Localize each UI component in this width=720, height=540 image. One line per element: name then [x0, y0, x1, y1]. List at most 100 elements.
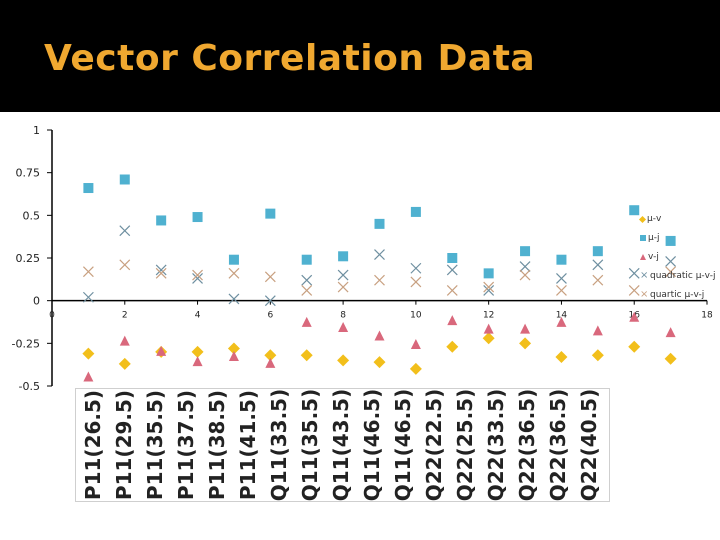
data-point-1 — [629, 205, 640, 216]
data-point-4 — [483, 281, 495, 293]
data-point-4 — [192, 269, 203, 281]
x-tick-label: 8 — [340, 311, 346, 321]
data-point-0 — [446, 340, 459, 353]
data-point-1 — [119, 174, 130, 185]
data-point-3 — [665, 255, 677, 267]
data-point-3 — [192, 273, 203, 284]
x-tick-label: 10 — [410, 311, 422, 321]
x-tick-label: 18 — [701, 311, 713, 321]
data-point-0 — [118, 357, 131, 370]
category-label: P11(37.5) — [174, 389, 198, 501]
legend-item: × quartic μ-v-j — [640, 288, 704, 302]
title-bar: Vector Correlation Data — [0, 0, 720, 112]
category-label: P11(29.5) — [112, 389, 136, 501]
data-point-0 — [482, 332, 495, 345]
data-point-2 — [338, 321, 349, 332]
data-point-0 — [300, 349, 313, 362]
data-point-1 — [192, 212, 203, 223]
data-point-2 — [447, 315, 458, 326]
legend-marker — [640, 254, 646, 260]
data-point-0 — [373, 356, 386, 369]
data-point-4 — [628, 285, 640, 296]
category-label: P11(38.5) — [205, 389, 229, 501]
data-point-3 — [410, 262, 422, 274]
data-point-4 — [374, 274, 385, 286]
category-label: P11(26.5) — [81, 389, 105, 501]
data-point-0 — [664, 352, 677, 365]
legend-marker: × — [640, 289, 649, 300]
legend-marker: × — [640, 270, 649, 281]
data-point-2 — [192, 356, 203, 367]
y-tick-label: 0 — [33, 295, 40, 308]
data-point-3 — [301, 274, 313, 286]
category-label: Q22(36.5) — [515, 388, 539, 502]
data-point-3 — [519, 261, 531, 272]
category-label: Q11(43.5) — [329, 388, 353, 502]
data-point-0 — [519, 337, 532, 350]
legend-marker — [640, 235, 646, 241]
legend-marker — [638, 215, 647, 223]
legend-item: μ-v — [638, 212, 662, 226]
data-point-3 — [556, 273, 567, 284]
data-point-0 — [191, 345, 204, 358]
data-point-1 — [228, 254, 239, 265]
data-point-3 — [483, 285, 495, 296]
x-tick-label: 0 — [49, 311, 55, 321]
legend-label: quartic μ-v-j — [650, 290, 705, 300]
category-label: P11(41.5) — [236, 389, 260, 501]
data-point-3 — [592, 259, 604, 271]
data-point-2 — [520, 323, 531, 334]
data-point-0 — [591, 349, 604, 362]
data-point-4 — [519, 269, 531, 281]
data-point-4 — [446, 285, 458, 296]
category-label-strip: P11(26.5) P11(29.5) P11(35.5) P11(37.5) P11(… — [75, 388, 610, 502]
data-point-1 — [592, 246, 603, 257]
data-point-4 — [264, 271, 276, 283]
data-point-3 — [446, 264, 458, 276]
x-tick-label: 14 — [556, 311, 568, 321]
data-point-0 — [337, 354, 350, 367]
data-point-1 — [83, 183, 94, 194]
legend-label: μ-j — [648, 233, 660, 243]
data-point-3 — [337, 269, 349, 281]
data-point-2 — [228, 350, 239, 361]
data-point-4 — [410, 276, 422, 288]
data-point-3 — [264, 295, 276, 307]
data-point-2 — [265, 357, 276, 368]
y-tick-label: -0.25 — [12, 337, 40, 350]
data-point-2 — [156, 345, 167, 356]
category-label: Q22(25.5) — [453, 388, 477, 502]
x-tick-label: 6 — [267, 311, 273, 321]
data-point-3 — [119, 225, 131, 237]
data-point-4 — [228, 267, 240, 279]
data-point-3 — [374, 249, 385, 261]
category-label: P11(35.5) — [143, 389, 167, 501]
data-point-2 — [592, 325, 603, 336]
legend-item: v-j — [640, 250, 659, 264]
y-tick-label: -0.5 — [19, 380, 40, 393]
data-point-2 — [556, 316, 567, 327]
data-point-4 — [301, 285, 313, 296]
data-point-0 — [82, 347, 95, 360]
legend-label: μ-v — [647, 214, 662, 224]
y-tick-label: 1 — [33, 124, 40, 137]
data-point-1 — [520, 246, 531, 257]
data-point-0 — [409, 362, 422, 375]
data-point-1 — [410, 206, 421, 217]
data-point-4 — [82, 266, 94, 278]
y-tick-label: 0.75 — [16, 167, 41, 180]
y-tick-label: 0.5 — [23, 209, 41, 222]
category-label: Q22(36.5) — [546, 388, 570, 502]
data-point-4 — [155, 267, 167, 279]
category-label: Q22(22.5) — [422, 388, 446, 502]
data-point-1 — [374, 218, 385, 229]
slide-title: Vector Correlation Data — [44, 38, 536, 79]
x-tick-label: 4 — [195, 311, 201, 321]
data-point-1 — [447, 253, 458, 263]
data-point-3 — [228, 293, 240, 305]
data-point-1 — [483, 268, 494, 279]
data-point-4 — [337, 281, 349, 293]
data-point-1 — [301, 254, 312, 265]
data-point-2 — [83, 371, 94, 382]
data-point-2 — [119, 335, 130, 346]
